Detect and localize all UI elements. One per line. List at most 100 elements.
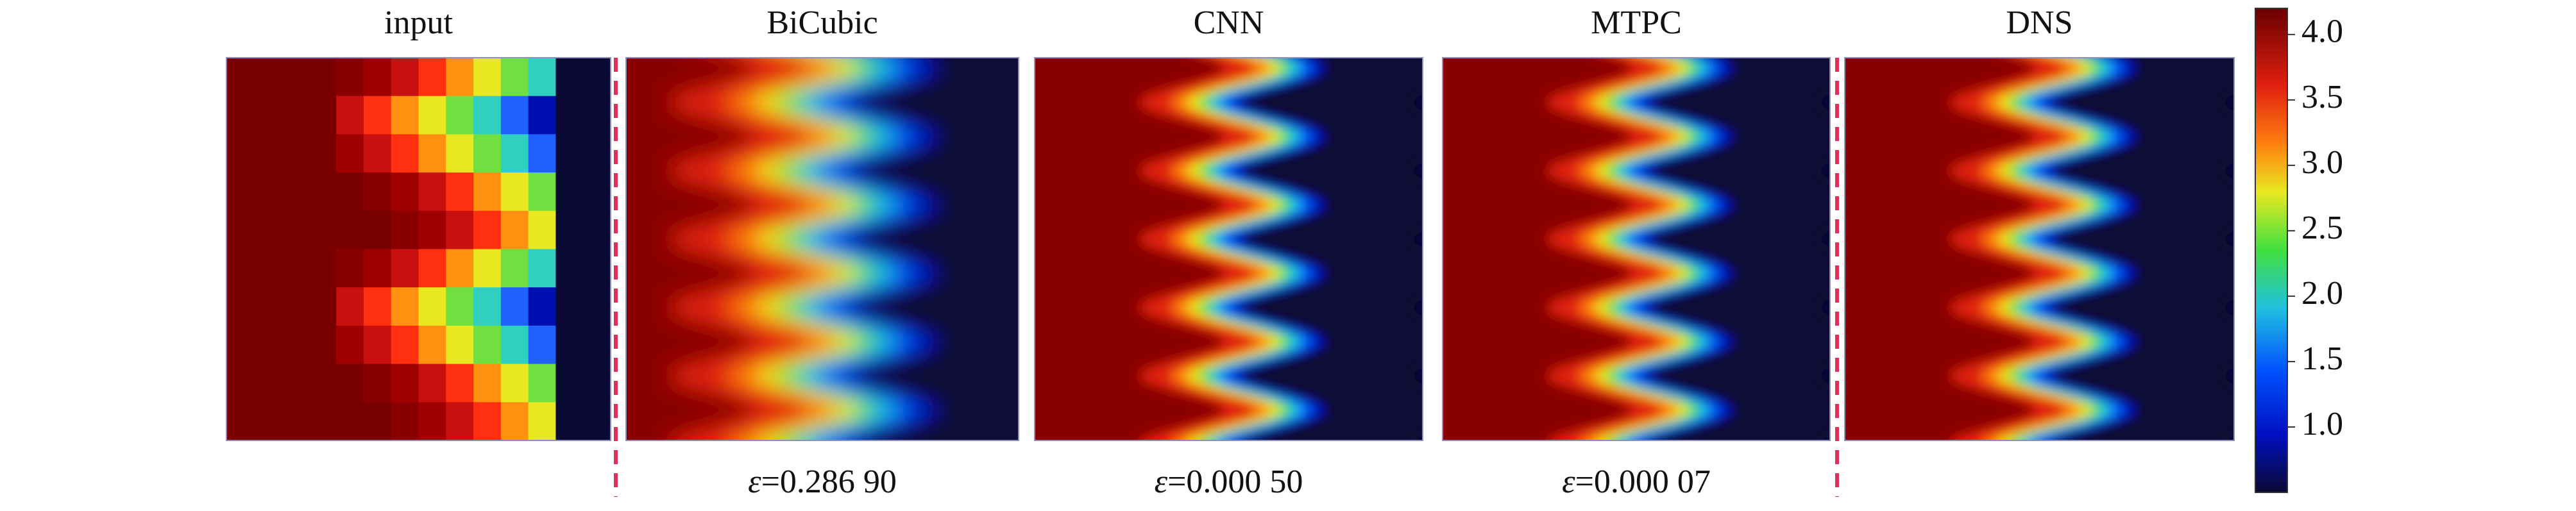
- input-cell: [583, 172, 611, 212]
- wave-band: [1035, 58, 1225, 440]
- panel-title: CNN: [1194, 4, 1264, 41]
- input-cell: [226, 134, 255, 174]
- input-cell: [446, 402, 475, 440]
- input-cell: [528, 172, 557, 212]
- wave: [626, 58, 1019, 440]
- input-cell: [446, 364, 475, 403]
- panel-frame: [1844, 57, 2235, 441]
- input-cell: [500, 364, 529, 403]
- input-cell: [309, 402, 337, 440]
- input-cell: [555, 210, 584, 250]
- input-cell: [583, 210, 611, 250]
- error-value: =0.286 90: [761, 464, 897, 500]
- input-cell: [473, 402, 502, 440]
- input-cell: [555, 287, 584, 326]
- input-cell: [391, 96, 419, 135]
- input-cell: [555, 402, 584, 440]
- input-cell: [253, 58, 282, 97]
- input-cell: [363, 325, 392, 365]
- input-cell: [226, 364, 255, 403]
- input-cell: [226, 210, 255, 250]
- error-symbol: ε: [1155, 464, 1168, 500]
- input-cell: [253, 364, 282, 403]
- colorbar-tick-label: 3.0: [2301, 144, 2343, 181]
- input-cell: [281, 58, 310, 97]
- input-cell: [253, 210, 282, 250]
- input-cell: [555, 249, 584, 289]
- input-cell: [391, 172, 419, 212]
- input-cell: [309, 210, 337, 250]
- input-cell: [446, 58, 475, 97]
- input-cell: [418, 249, 447, 289]
- input-cell: [363, 287, 392, 326]
- input-cell: [500, 325, 529, 365]
- input-cell: [473, 325, 502, 365]
- input-cell: [473, 364, 502, 403]
- input-cell: [446, 249, 475, 289]
- input-cell: [281, 96, 310, 135]
- input-cell: [336, 364, 364, 403]
- input-cell: [473, 172, 502, 212]
- input-cell: [583, 325, 611, 365]
- input-cell: [473, 96, 502, 135]
- input-cell: [226, 96, 255, 135]
- input-cell: [253, 172, 282, 212]
- panel-title: DNS: [2006, 4, 2072, 41]
- input-cell: [336, 96, 364, 135]
- input-cell: [309, 172, 337, 212]
- input-cell: [473, 287, 502, 326]
- colorbar-tick-label: 1.5: [2301, 340, 2343, 377]
- input-cell: [336, 287, 364, 326]
- input-cell: [528, 96, 557, 135]
- input-cell: [336, 210, 364, 250]
- input-cell: [281, 364, 310, 403]
- input-cell: [309, 134, 337, 174]
- input-cell: [418, 325, 447, 365]
- panel-frame: [226, 57, 611, 441]
- heatmap: [226, 58, 611, 440]
- input-cell: [418, 58, 447, 97]
- input-cell: [281, 172, 310, 212]
- input-cell: [583, 287, 611, 326]
- input-cell: [281, 210, 310, 250]
- input-cell: [418, 96, 447, 135]
- input-cell: [418, 402, 447, 440]
- input-cell: [391, 325, 419, 365]
- input-cell: [446, 325, 475, 365]
- panel-title: BiCubic: [767, 4, 877, 41]
- input-cell: [391, 249, 419, 289]
- input-cell: [500, 134, 529, 174]
- input-cell: [583, 364, 611, 403]
- wave: [1443, 58, 1830, 440]
- input-cell: [555, 58, 584, 97]
- wave-band: [626, 58, 756, 440]
- heatmap: [1443, 58, 1830, 440]
- input-cell: [336, 402, 364, 440]
- input-cell: [528, 364, 557, 403]
- input-cell: [418, 134, 447, 174]
- input-cell: [583, 249, 611, 289]
- input-cell: [583, 134, 611, 174]
- input-cell: [363, 249, 392, 289]
- input-cell: [336, 172, 364, 212]
- input-cell: [281, 287, 310, 326]
- input-cell: [446, 172, 475, 212]
- input-cell: [336, 325, 364, 365]
- input-cell: [309, 58, 337, 97]
- input-cell: [391, 287, 419, 326]
- wave: [1035, 58, 1423, 440]
- wave-band: [1845, 58, 2036, 440]
- input-cell: [309, 249, 337, 289]
- input-cell: [281, 249, 310, 289]
- heatmap: [626, 58, 1019, 440]
- input-cell: [363, 134, 392, 174]
- input-cell: [446, 287, 475, 326]
- input-cell: [336, 249, 364, 289]
- input-cell: [473, 58, 502, 97]
- input-cell: [555, 364, 584, 403]
- input-cell: [363, 58, 392, 97]
- input-cell: [500, 249, 529, 289]
- input-cell: [226, 402, 255, 440]
- input-cell: [473, 249, 502, 289]
